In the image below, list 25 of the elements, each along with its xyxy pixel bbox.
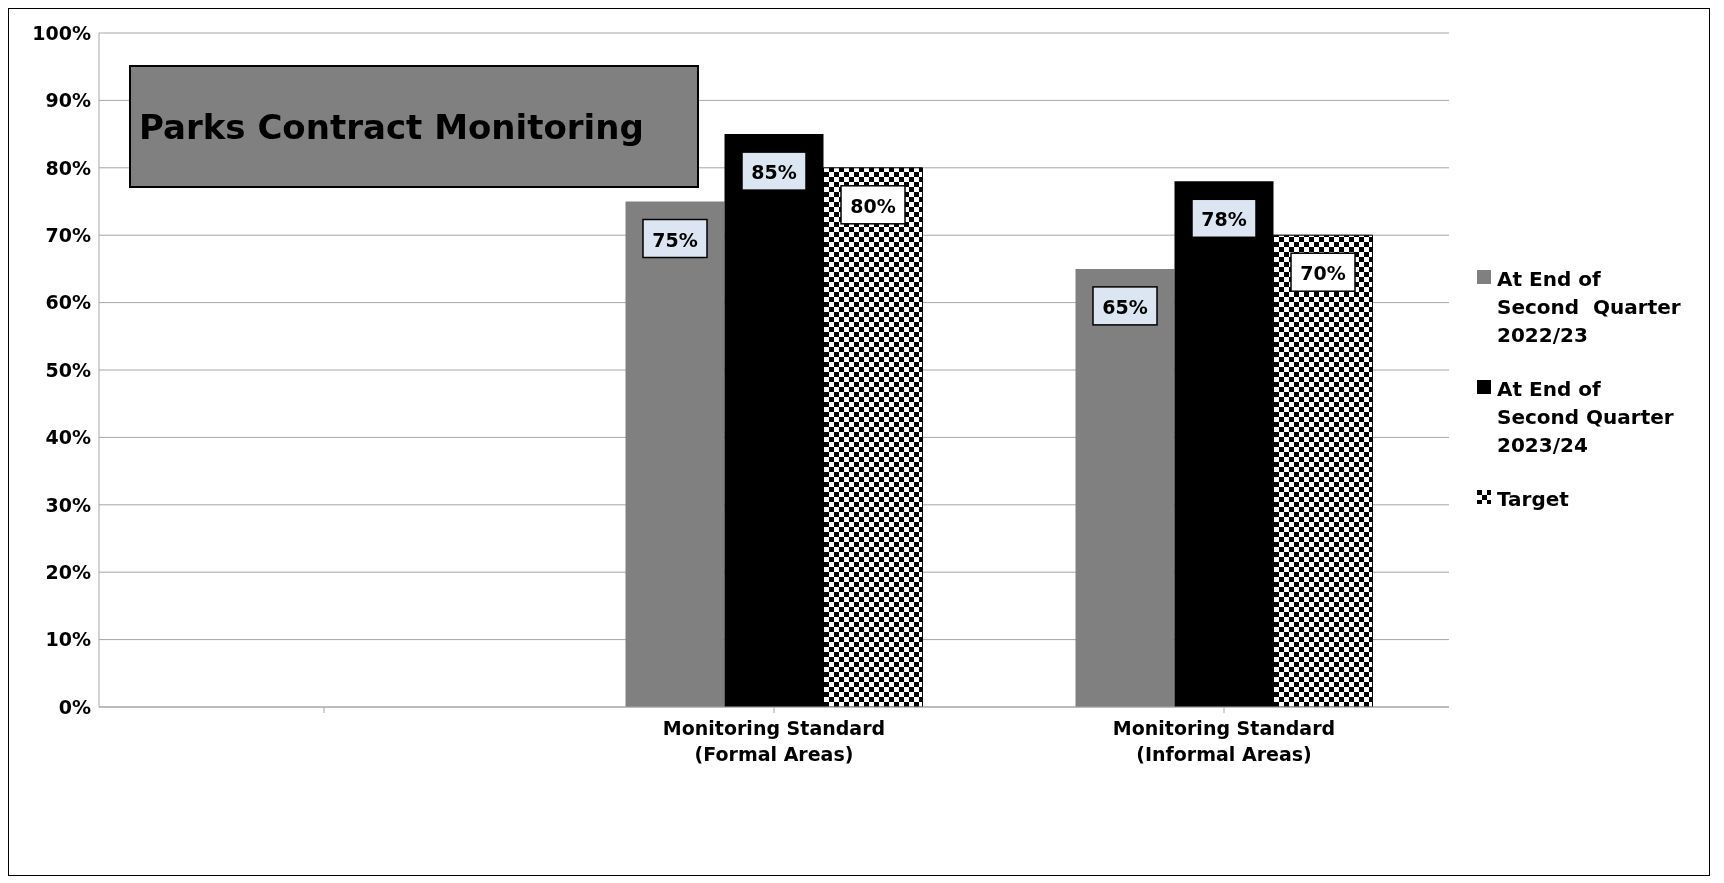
y-tick-label: 60% xyxy=(45,291,91,314)
legend-label: At End of Second Quarter 2022/23 xyxy=(1497,266,1681,349)
y-tick-label: 0% xyxy=(58,695,91,718)
x-tick-label: Monitoring Standard (Informal Areas) xyxy=(1112,717,1336,765)
y-tick-label: 20% xyxy=(45,560,91,583)
data-label: 78% xyxy=(1201,208,1247,231)
legend-label: At End of Second Quarter 2023/24 xyxy=(1497,376,1674,459)
y-tick-label: 100% xyxy=(32,21,91,44)
y-tick-label: 80% xyxy=(45,156,91,179)
y-tick-label: 10% xyxy=(45,628,91,651)
x-tick-label: Monitoring Standard (Formal Areas) xyxy=(662,717,886,765)
legend-label: Target xyxy=(1497,486,1569,513)
bar xyxy=(1075,268,1175,707)
data-label: 80% xyxy=(850,194,896,217)
y-tick-label: 90% xyxy=(45,89,91,112)
y-tick-label: 30% xyxy=(45,493,91,516)
y-tick-label: 50% xyxy=(45,358,91,381)
text: Parks Contract Monitoring xyxy=(139,105,644,149)
y-tick-label: 40% xyxy=(45,426,91,449)
data-label: 70% xyxy=(1300,262,1346,285)
bar xyxy=(625,201,725,707)
data-label: 75% xyxy=(652,228,698,251)
data-label: 65% xyxy=(1102,295,1148,318)
data-label: 85% xyxy=(751,161,797,184)
y-tick-label: 70% xyxy=(45,223,91,246)
